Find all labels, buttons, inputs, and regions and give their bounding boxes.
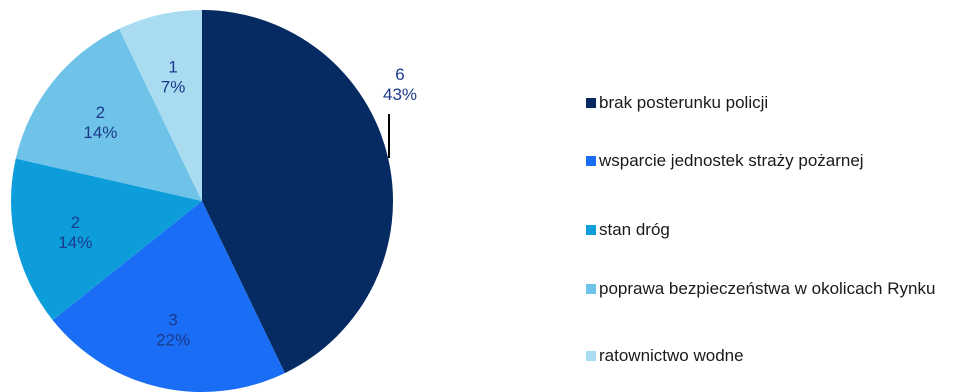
pie-slice <box>11 158 202 321</box>
slice-value-label: 3 <box>168 311 177 330</box>
legend-swatch <box>586 351 596 361</box>
legend-swatch <box>586 284 596 294</box>
slice-percent-label: 7% <box>161 77 186 96</box>
legend-swatch <box>586 156 596 166</box>
slice-value-label: 2 <box>71 213 80 232</box>
slice-percent-label: 14% <box>58 233 92 252</box>
slice-value-label: 6 <box>395 65 404 84</box>
pie-slice <box>52 201 285 392</box>
slice-percent-label: 22% <box>156 331 190 350</box>
legend-label: brak posterunku policji <box>599 93 769 112</box>
slice-data-label: 214% <box>83 103 117 142</box>
slice-data-label: 214% <box>58 213 92 252</box>
legend-item: poprawa bezpieczeństwa w okolicach Rynku <box>586 279 959 299</box>
slice-value-label: 1 <box>168 57 177 76</box>
slice-percent-label: 43% <box>383 85 417 104</box>
slice-value-label: 2 <box>96 103 105 122</box>
legend-label: wsparcie jednostek straży pożarnej <box>599 151 864 170</box>
slice-data-label: 322% <box>156 311 190 350</box>
legend-swatch <box>586 98 596 108</box>
legend-item: stan dróg <box>586 220 959 240</box>
legend-item: wsparcie jednostek straży pożarnej <box>586 151 959 171</box>
legend-swatch <box>586 225 596 235</box>
slice-data-label: 17% <box>161 57 186 96</box>
legend-item: brak posterunku policji <box>586 93 959 113</box>
pie-slice <box>202 10 394 374</box>
pie-slice <box>15 28 203 201</box>
legend-item: ratownictwo wodne <box>586 346 959 366</box>
legend-label: ratownictwo wodne <box>599 346 744 365</box>
legend-label: poprawa bezpieczeństwa w okolicach Rynku <box>599 279 936 298</box>
slice-percent-label: 14% <box>83 123 117 142</box>
legend-label: stan dróg <box>599 220 670 239</box>
pie-slice <box>119 10 202 201</box>
slice-data-label: 643% <box>383 65 417 104</box>
